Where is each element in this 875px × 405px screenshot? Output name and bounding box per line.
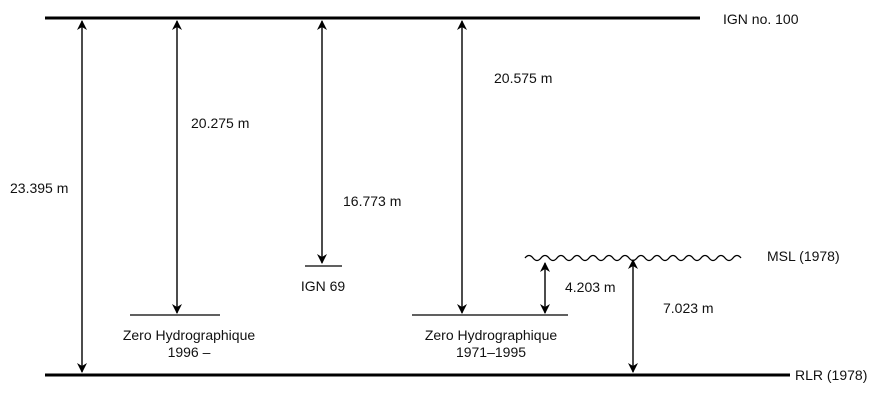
measure-ign100-to-zh1996: 20.275 m xyxy=(191,115,249,131)
label-msl-1978: MSL (1978) xyxy=(767,248,840,264)
label-ign-no-100: IGN no. 100 xyxy=(723,11,799,27)
measure-msl-to-rlr: 7.023 m xyxy=(663,300,714,316)
measure-ign100-to-zh1971: 20.575 m xyxy=(494,70,552,86)
measure-ign100-to-ign69: 16.773 m xyxy=(343,193,401,209)
label-ign-69: IGN 69 xyxy=(301,278,346,294)
label-zh-1996-line2: 1996 – xyxy=(168,344,211,360)
measure-ign100-to-rlr: 23.395 m xyxy=(10,180,68,196)
label-rlr-1978: RLR (1978) xyxy=(795,367,867,383)
label-zh-1971-line2: 1971–1995 xyxy=(456,344,526,360)
label-zh-1971-line1: Zero Hydrographique xyxy=(425,327,558,343)
msl-1978-wavy-line xyxy=(524,254,742,262)
measure-zh1971-to-msl: 4.203 m xyxy=(565,279,616,295)
label-zh-1996-line1: Zero Hydrographique xyxy=(123,327,256,343)
